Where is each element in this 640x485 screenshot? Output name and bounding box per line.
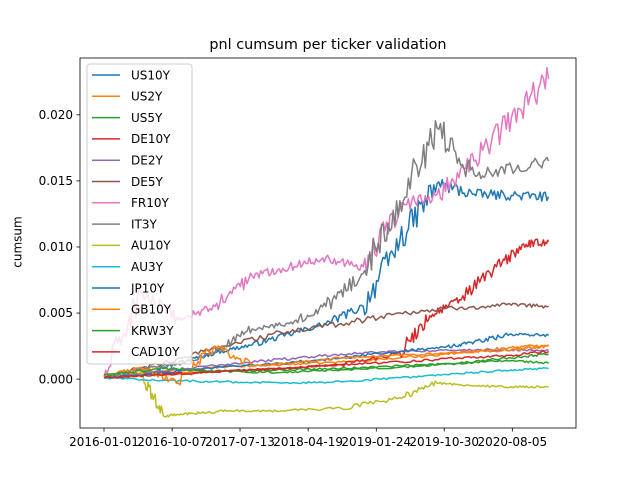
legend-label: JP10Y (130, 281, 165, 295)
legend-label: US2Y (131, 90, 163, 104)
legend-label: DE5Y (131, 175, 163, 189)
x-tick-label: 2016-01-01 (69, 435, 139, 449)
y-tick-label: 0.015 (39, 174, 73, 188)
series-line-au10y (103, 369, 549, 418)
legend-label: AU10Y (131, 239, 171, 253)
legend-label: AU3Y (131, 260, 164, 274)
legend: US10Y US2Y US5Y DE10Y DE2Y DE5Y FR10Y IT3Y AU10Y… (86, 63, 193, 365)
y-axis-label: cumsum (11, 216, 25, 267)
series-line-au3y (103, 367, 549, 385)
legend-label: DE10Y (131, 132, 171, 146)
series-line-krw3y (103, 352, 549, 376)
legend-box (86, 63, 193, 365)
series-line-cad10y (103, 350, 550, 379)
plot-frame (79, 57, 577, 429)
series-line-de10y (104, 238, 550, 379)
series-line-gb10y (103, 344, 549, 386)
legend-label: US10Y (131, 68, 171, 82)
x-tick-label: 2016-10-07 (137, 435, 207, 449)
legend-label: FR10Y (131, 196, 170, 210)
y-tick-label: 0.020 (39, 108, 73, 122)
x-tick-label: 2018-04-19 (273, 435, 343, 449)
x-tick-label: 2019-01-24 (341, 435, 411, 449)
chart-title: pnl cumsum per ticker validation (209, 37, 446, 53)
y-tick-label: 0.005 (39, 306, 73, 320)
y-tick-label: 0.010 (39, 240, 73, 254)
x-tick-label: 2017-07-13 (205, 435, 275, 449)
y-tick-label: 0.000 (39, 372, 73, 386)
legend-label: GB10Y (131, 303, 172, 317)
legend-label: KRW3Y (131, 324, 174, 338)
x-tick-label: 2020-08-05 (477, 435, 547, 449)
legend-label: IT3Y (131, 217, 158, 231)
x-axis: 2016-01-012016-10-072017-07-132018-04-19… (69, 428, 547, 449)
y-axis: 0.000 0.005 0.010 0.015 0.020 (39, 108, 80, 386)
legend-label: DE2Y (131, 154, 163, 168)
legend-label: US5Y (131, 111, 163, 125)
x-tick-label: 2019-10-30 (409, 435, 479, 449)
legend-label: CAD10Y (131, 345, 180, 359)
